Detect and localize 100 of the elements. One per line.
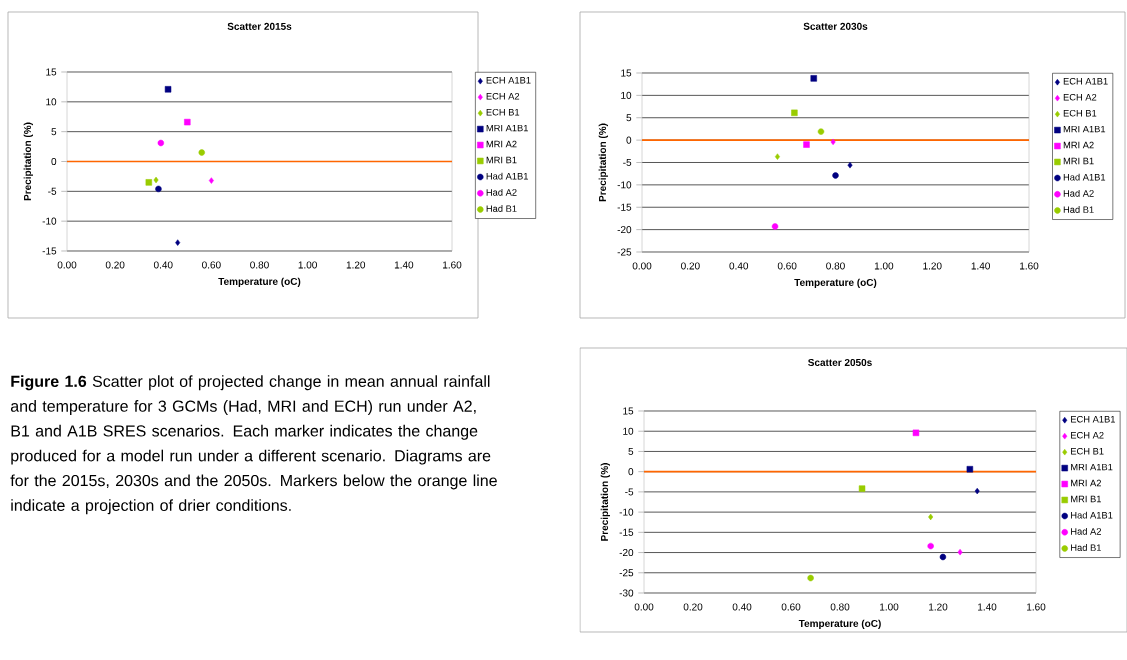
x-tick-label: 1.60	[443, 261, 462, 269]
legend-label: MRI A1B1	[1063, 125, 1106, 133]
y-tick-label: 0	[51, 157, 57, 166]
legend-label: MRI A2	[1071, 479, 1101, 487]
y-axis-title: Precipitation (%)	[600, 463, 610, 541]
point	[208, 177, 214, 184]
y-tick-label: -5	[623, 159, 632, 166]
x-tick-label: 1.60	[1027, 603, 1046, 611]
legend-label: ECH A1B1	[1063, 77, 1108, 85]
y-tick-label: 0	[628, 468, 634, 476]
point	[928, 513, 934, 521]
y-tick-label: -25	[617, 248, 632, 256]
x-axis-title: Temperature (oC)	[798, 619, 881, 629]
x-tick-label: 1.00	[880, 603, 899, 611]
x-tick-label: 0.20	[105, 261, 125, 269]
x-tick-label: 1.00	[298, 261, 317, 269]
y-axis-title: Precipitation (%)	[598, 123, 608, 202]
point	[198, 149, 205, 156]
x-tick-label: 0.60	[202, 261, 221, 269]
legend-label: Had A2	[486, 188, 517, 196]
x-tick-label: 0.40	[153, 261, 173, 269]
legend-label: Had A2	[1071, 527, 1101, 535]
point	[155, 185, 162, 193]
x-tick-label: 0.20	[683, 603, 703, 611]
point	[939, 553, 947, 561]
point	[164, 86, 172, 93]
legend-label: MRI A2	[486, 140, 517, 148]
x-tick-label: 0.80	[830, 603, 850, 611]
chart-title: Scatter 2015s	[227, 22, 292, 30]
x-tick-label: 0.20	[681, 262, 700, 270]
x-tick-label: 0.40	[729, 262, 749, 270]
legend-label: Had B1	[1063, 206, 1094, 213]
legend-label: Had B1	[1071, 544, 1101, 551]
legend-label: Had A1B1	[486, 172, 528, 180]
y-tick-label: -20	[617, 226, 632, 234]
y-tick-label: -25	[619, 569, 634, 577]
text: Figure 1.6 Scatter plot of projected change in mean annual rainfall and temperature for 3 GCMs (Had, MRI and ECH) run under A2, B1 and A1B SRES scenarios. Each marker indicates the change produced for a model run under a different scenario. Diagrams are for the 2015s, 2030s and the 2050s. Markers below the orange line indicate a projection of drier conditions.	[10, 375, 497, 515]
point	[157, 139, 165, 147]
point	[175, 239, 181, 246]
legend-label: Had A2	[1063, 189, 1094, 197]
y-tick-label: -20	[619, 549, 634, 557]
x-tick-label: 1.40	[394, 261, 414, 269]
point	[912, 429, 920, 437]
legend-label: Had B1	[486, 205, 517, 212]
y-tick-label: -10	[42, 217, 57, 225]
x-tick-label: 0.80	[826, 262, 845, 270]
point	[807, 574, 814, 582]
x-tick-label: 1.20	[346, 261, 366, 269]
legend-label: MRI B1	[1071, 495, 1101, 503]
point	[803, 141, 810, 148]
y-tick-label: 0	[626, 136, 632, 144]
x-tick-label: 1.20	[929, 603, 948, 611]
x-tick-label: 1.40	[978, 603, 997, 611]
y-tick-label: 5	[51, 128, 57, 136]
y-tick-label: -10	[619, 508, 634, 516]
y-tick-label: -15	[619, 528, 634, 536]
legend-label: ECH B1	[1071, 447, 1104, 455]
point	[817, 128, 825, 135]
point	[832, 172, 839, 179]
point	[927, 542, 934, 550]
point	[791, 109, 798, 117]
y-tick-label: -5	[48, 187, 57, 195]
chart-title: Scatter 2030s	[803, 22, 868, 30]
y-axis-title: Precipitation (%)	[23, 122, 33, 201]
y-tick-label: -30	[619, 589, 634, 597]
point	[810, 75, 817, 82]
x-tick-label: 0.60	[777, 262, 797, 270]
point	[957, 548, 963, 556]
y-tick-label: 15	[46, 68, 57, 76]
legend-label: ECH A2	[1071, 431, 1104, 439]
x-tick-label: 0.00	[634, 603, 654, 611]
legend-label: ECH A1B1	[1071, 415, 1115, 423]
point	[974, 487, 980, 495]
y-tick-label: 10	[623, 427, 634, 435]
legend-label: ECH A2	[486, 92, 520, 100]
legend-label: ECH B1	[486, 108, 520, 116]
point	[966, 466, 974, 473]
x-tick-label: 0.80	[250, 261, 269, 269]
legend-label: MRI A1B1	[1071, 463, 1113, 471]
point	[153, 176, 159, 184]
legend-label: MRI A1B1	[486, 124, 528, 132]
chart-title: Scatter 2050s	[808, 358, 872, 367]
y-tick-label: -5	[625, 488, 634, 496]
legend-label: Had A1B1	[1063, 173, 1106, 181]
x-tick-label: 0.00	[57, 261, 77, 269]
x-tick-label: 0.60	[781, 603, 801, 611]
legend-label: ECH A1B1	[486, 76, 531, 84]
x-tick-label: 1.00	[874, 262, 894, 270]
y-tick-label: -15	[42, 247, 57, 255]
y-tick-label: 15	[623, 407, 634, 415]
y-tick-label: 5	[628, 447, 634, 455]
legend-label: MRI A2	[1063, 141, 1094, 149]
x-axis-title: Temperature (oC)	[794, 278, 877, 288]
point	[830, 138, 836, 146]
point	[774, 153, 780, 160]
x-tick-label: 1.60	[1020, 262, 1039, 270]
legend-label: Had A1B1	[1071, 511, 1113, 519]
point	[847, 161, 853, 169]
legend-label: ECH B1	[1063, 109, 1097, 117]
legend-label: MRI B1	[1063, 157, 1094, 165]
